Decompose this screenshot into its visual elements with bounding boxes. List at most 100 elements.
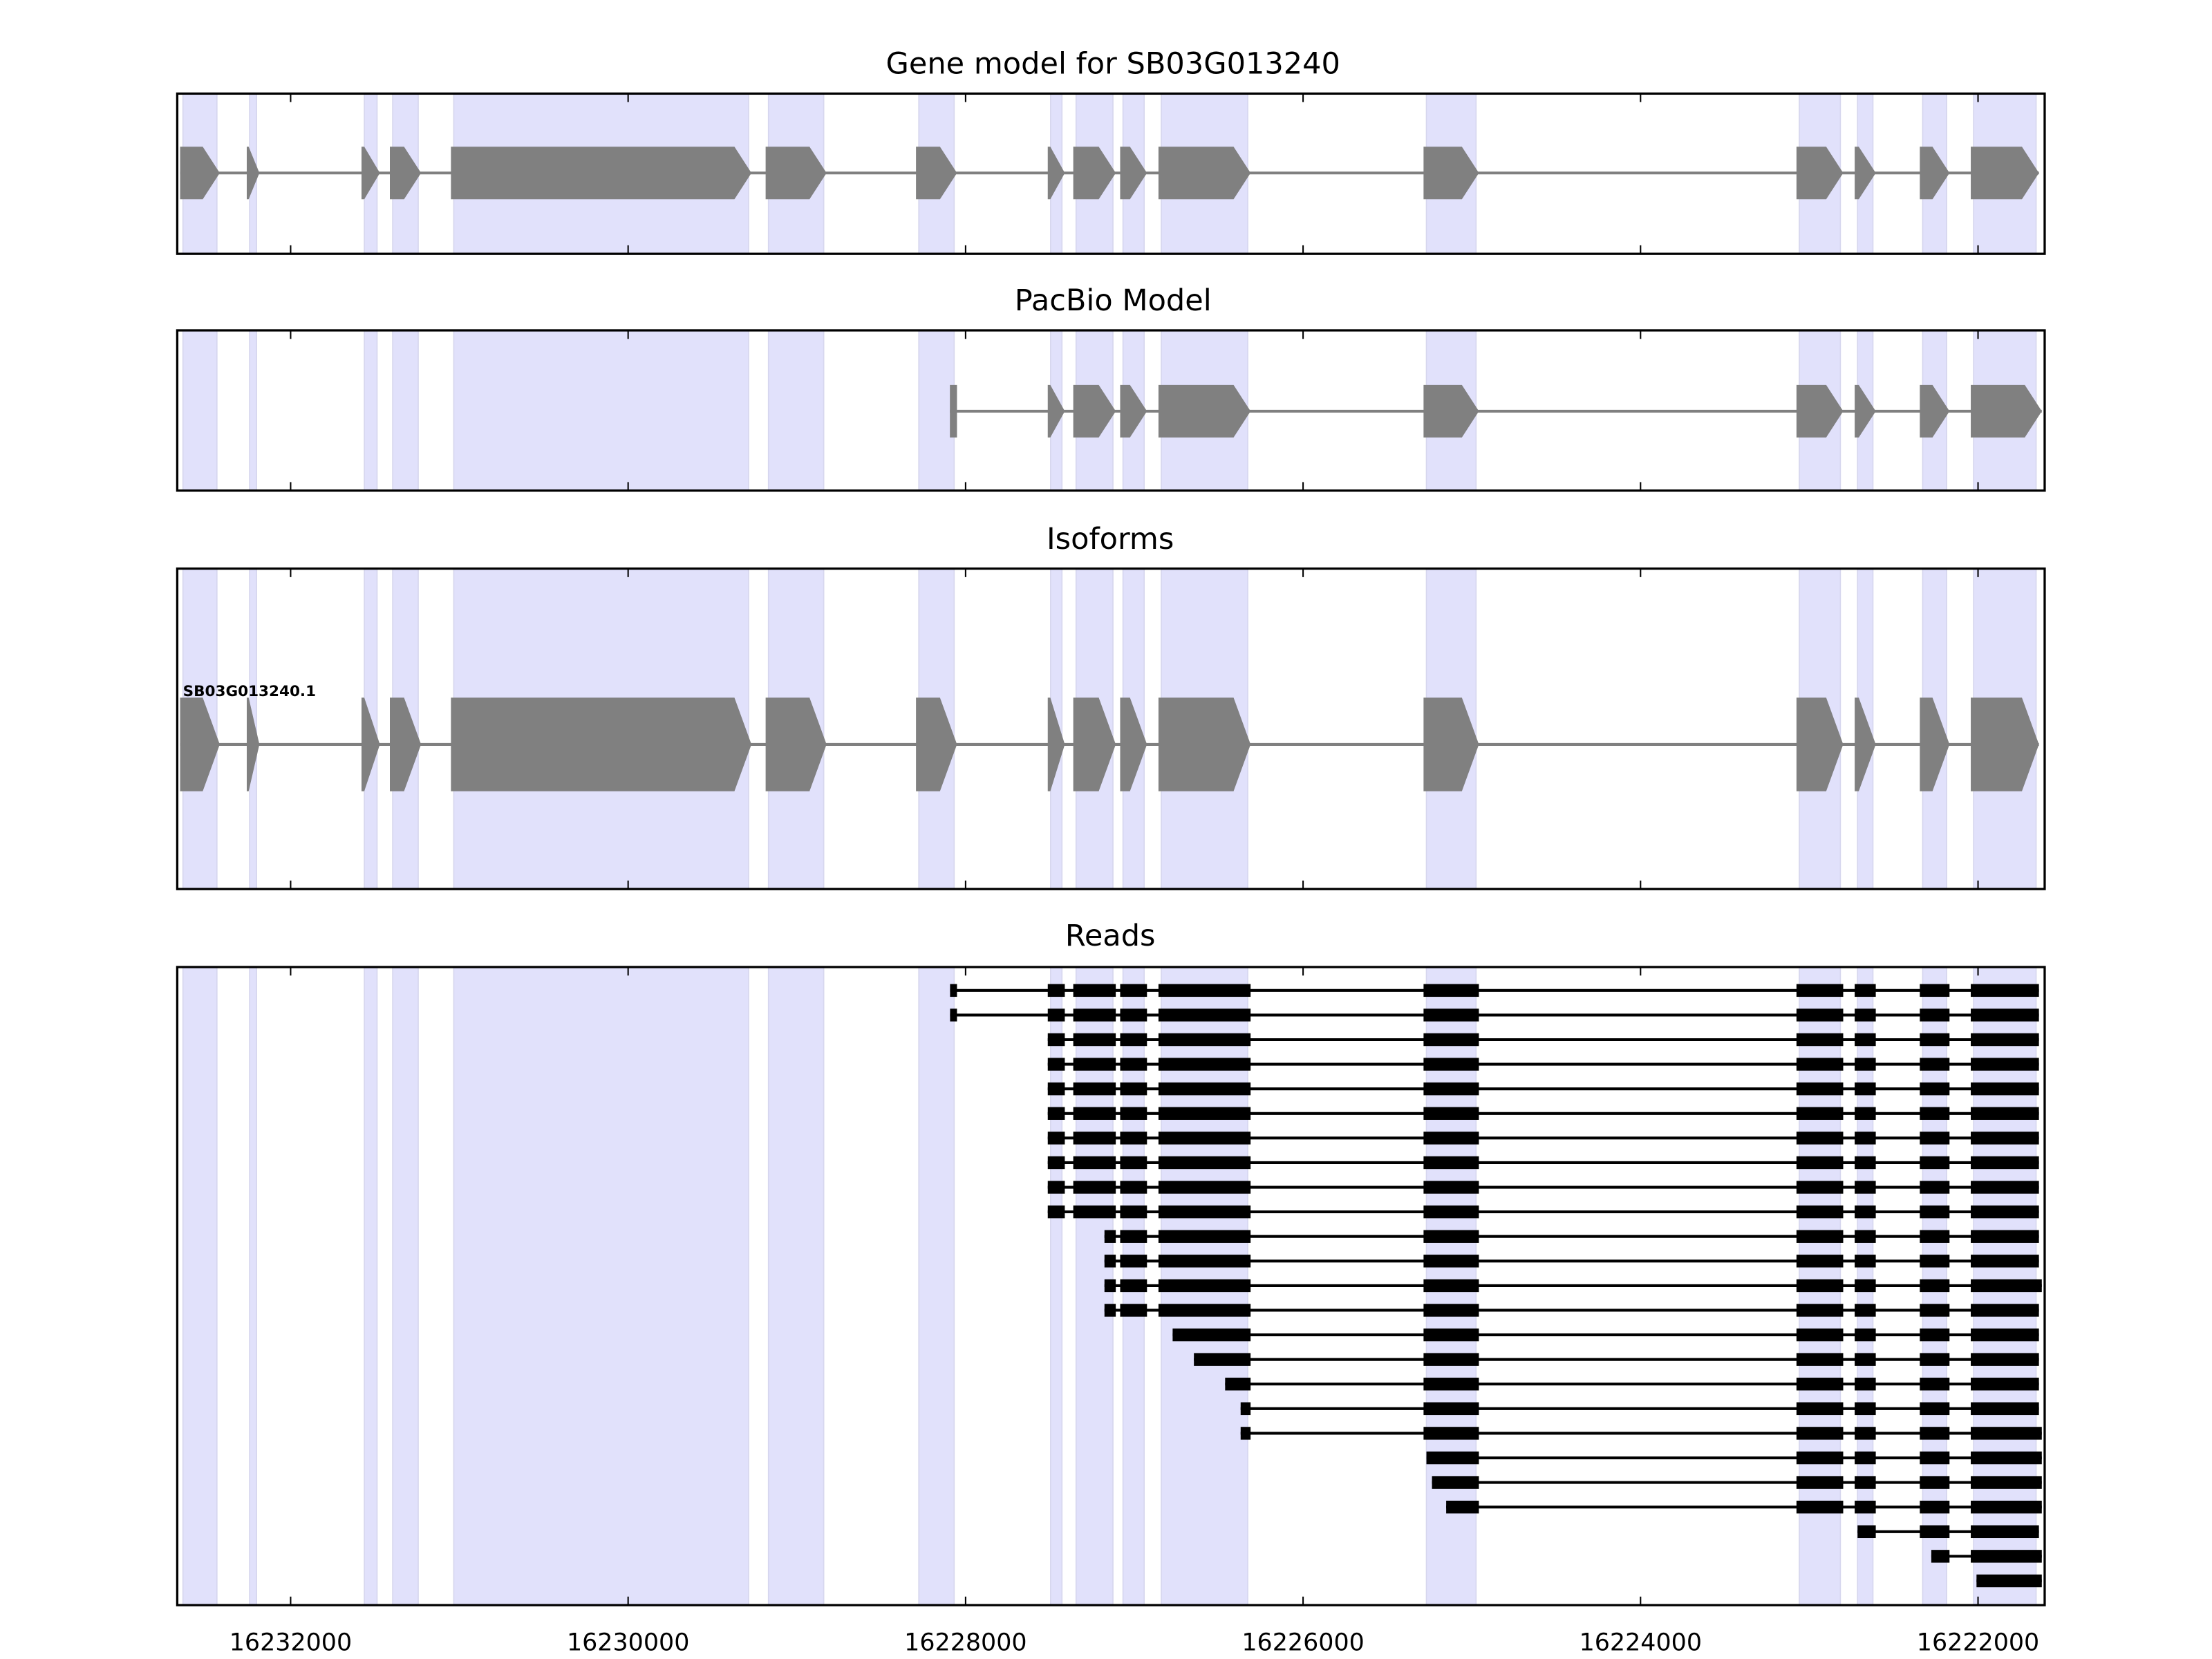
read-exon-block	[1971, 1009, 2039, 1022]
exon-shade-reads	[249, 966, 258, 1606]
read-exon-block	[1971, 1058, 2039, 1071]
pacbio-model-exon	[1158, 384, 1251, 438]
gene-model-exon	[1855, 147, 1876, 200]
read-exon-block	[1796, 1009, 1844, 1022]
gene-model-exon	[1423, 147, 1479, 200]
read-exon-block	[1796, 1156, 1844, 1170]
read-exon-block	[1423, 1205, 1479, 1219]
isoform-label: SB03G013240.1	[183, 683, 316, 700]
isoform-exon	[451, 697, 752, 791]
read-exon-block	[1120, 1156, 1147, 1170]
pacbio-model-exon	[1047, 384, 1065, 438]
read-exon-block	[1855, 1255, 1876, 1268]
read-exon-block	[1423, 1156, 1479, 1170]
read-exon-block	[1158, 1082, 1251, 1096]
exon-shade-pacbio-model	[767, 330, 825, 491]
read-exon-block	[1855, 1132, 1876, 1145]
read-exon-block	[1971, 1500, 2042, 1514]
gene-model-exon	[1120, 147, 1147, 200]
axes-frame-isoforms	[176, 567, 2046, 890]
read-exon-block	[1971, 1181, 2039, 1194]
exon-shade-reads	[918, 966, 955, 1606]
read-exon-block	[1423, 1230, 1479, 1243]
isoform-exon	[916, 697, 957, 791]
axes-frame-reads	[176, 966, 2046, 1606]
x-tick-label: 16230000	[567, 1629, 689, 1657]
read-exon-block	[1855, 1402, 1876, 1416]
read-exon-block	[1104, 1230, 1116, 1243]
pacbio-model-exon	[950, 384, 957, 438]
read-exon-block	[1920, 1328, 1950, 1342]
read-exon-block	[1855, 1156, 1876, 1170]
isoform-exon	[361, 697, 380, 791]
read-exon-block	[1158, 1107, 1251, 1120]
read-exon-block	[1971, 1378, 2039, 1391]
gene-model-exon	[1796, 147, 1844, 200]
read-exon-block	[1971, 984, 2039, 997]
gene-model-exon	[916, 147, 957, 200]
read-exon-block	[1796, 1255, 1844, 1268]
read-exon-block	[1423, 984, 1479, 997]
read-exon-block	[1073, 1156, 1116, 1170]
read-exon-block	[1971, 1402, 2039, 1416]
read-exon-block	[1796, 1205, 1844, 1219]
read-exon-block	[1796, 1279, 1844, 1293]
read-exon-block	[1920, 1132, 1950, 1145]
read-exon-block	[1120, 1033, 1147, 1047]
x-tick-label: 16224000	[1580, 1629, 1702, 1657]
read-exon-block	[1855, 1328, 1876, 1342]
read-exon-block	[1971, 1230, 2039, 1243]
read-exon-block	[1796, 1107, 1844, 1120]
read-exon-block	[1920, 1082, 1950, 1096]
exon-shade-pacbio-model	[918, 330, 955, 491]
read-exon-block	[1423, 1328, 1479, 1342]
read-exon-block	[1423, 1132, 1479, 1145]
read-exon-block	[1120, 1132, 1147, 1145]
read-exon-block	[1120, 1009, 1147, 1022]
exon-shade-pacbio-model	[364, 330, 378, 491]
read-exon-block	[1971, 1033, 2039, 1047]
gene-model-exon	[246, 147, 260, 200]
read-exon-block	[1120, 984, 1147, 997]
read-exon-block	[1971, 1427, 2042, 1440]
read-exon-block	[1423, 1402, 1479, 1416]
read-exon-block	[1432, 1476, 1479, 1489]
read-exon-block	[1796, 1378, 1844, 1391]
read-exon-block	[1423, 1378, 1479, 1391]
read-exon-block	[1225, 1378, 1251, 1391]
read-exon-block	[1920, 1500, 1950, 1514]
panel-title-gene-model: Gene model for SB03G013240	[886, 47, 1340, 82]
read-exon-block	[1796, 1427, 1844, 1440]
read-exon-block	[1920, 1304, 1950, 1317]
read-exon-block	[1796, 1058, 1844, 1071]
read-exon-block	[950, 984, 957, 997]
read-exon-block	[1971, 1205, 2039, 1219]
read-exon-block	[1920, 1255, 1950, 1268]
read-exon-block	[1240, 1427, 1251, 1440]
read-exon-block	[1120, 1279, 1147, 1293]
read-exon-block	[1423, 1304, 1479, 1317]
read-exon-block	[1971, 1451, 2042, 1465]
read-exon-block	[1047, 1156, 1065, 1170]
gene-model-exon	[1047, 147, 1065, 200]
read-exon-block	[1796, 1132, 1844, 1145]
read-exon-block	[1920, 1279, 1950, 1293]
read-exon-block	[1073, 1132, 1116, 1145]
panel-title-pacbio-model: PacBio Model	[1015, 283, 1212, 318]
exon-shade-pacbio-model	[249, 330, 258, 491]
read-exon-block	[1796, 1328, 1844, 1342]
read-exon-block	[1047, 1082, 1065, 1096]
read-exon-block	[1971, 1279, 2042, 1293]
gene-model-exon	[765, 147, 827, 200]
read-exon-block	[1423, 1427, 1479, 1440]
pacbio-model-exon	[1920, 384, 1950, 438]
read-exon-block	[1047, 1181, 1065, 1194]
read-exon-block	[1796, 984, 1844, 997]
read-exon-block	[1971, 1476, 2042, 1489]
gene-model-exon	[1158, 147, 1251, 200]
axes-frame-gene-model	[176, 92, 2046, 255]
read-exon-block	[1796, 1230, 1844, 1243]
read-exon-block	[1158, 1255, 1251, 1268]
isoform-exon	[765, 697, 827, 791]
read-exon-block	[1796, 1500, 1844, 1514]
